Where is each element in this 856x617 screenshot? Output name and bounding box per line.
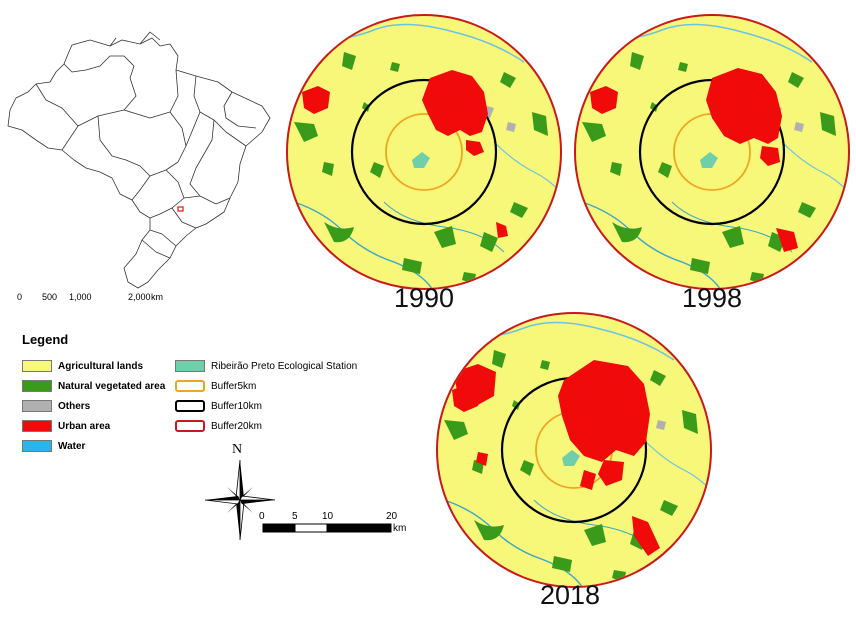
year-label-1998: 1998: [681, 283, 743, 313]
legend-label: Others: [58, 400, 91, 412]
buffer20-swatch: [175, 420, 205, 432]
map-scale-bar: [262, 523, 392, 533]
brazil-scale-tick-500: 500: [42, 292, 58, 302]
urban-area-1990: [422, 70, 508, 238]
legend-item-agricultural: Agricultural lands: [22, 360, 143, 372]
legend-item-buffer5: Buffer5km: [175, 380, 256, 392]
legend-label: Buffer5km: [211, 380, 257, 392]
water-swatch: [22, 440, 52, 452]
land-use-map-2018: [434, 310, 714, 590]
legend-item-natural: Natural vegetated area: [22, 380, 165, 392]
brazil-inset-map: [7, 31, 271, 289]
legend-label: Water: [58, 440, 86, 452]
urban-area-2018: [454, 360, 660, 556]
study-site-marker: [177, 206, 184, 212]
legend-item-water: Water: [22, 440, 85, 452]
legend-item-others: Others: [22, 400, 90, 412]
north-arrow-icon: [205, 460, 275, 540]
brazil-outline: [7, 37, 271, 289]
legend-item-buffer20: Buffer20km: [175, 420, 262, 432]
land-use-map-1990: [284, 12, 564, 292]
map-scale-tick-20: 20: [386, 511, 398, 522]
legend-item-urban: Urban area: [22, 420, 110, 432]
year-label-1990: 1990: [393, 283, 455, 313]
legend-item-station: Ribeirão Preto Ecological Station: [175, 360, 357, 372]
natural-swatch: [22, 380, 52, 392]
map-scale-tick-0: 0: [259, 511, 265, 522]
legend-label: Buffer20km: [211, 420, 262, 432]
agricultural-swatch: [22, 360, 52, 372]
map-scale-tick-5: 5: [292, 511, 298, 522]
legend-label: Ribeirão Preto Ecological Station: [211, 360, 358, 372]
urban-swatch: [22, 420, 52, 432]
legend-item-buffer10: Buffer10km: [175, 400, 262, 412]
north-label: N: [232, 442, 243, 457]
map-scale-tick-10: 10: [322, 511, 334, 522]
others-swatch: [22, 400, 52, 412]
legend-title: Legend: [22, 332, 69, 347]
legend-label: Natural vegetated area: [58, 380, 166, 392]
station-swatch: [175, 360, 205, 372]
legend-label: Buffer10km: [211, 400, 262, 412]
legend-label: Urban area: [58, 420, 111, 432]
brazil-scale-tick-2000: 2,000: [128, 292, 151, 302]
land-use-map-1998: [572, 12, 852, 292]
brazil-scale-unit: km: [151, 292, 163, 302]
urban-area-1998: [706, 68, 798, 252]
brazil-scale-tick-0: 0: [17, 292, 23, 302]
buffer5-swatch: [175, 380, 205, 392]
brazil-scale-tick-1000: 1,000: [69, 292, 92, 302]
legend-label: Agricultural lands: [58, 360, 144, 372]
buffer10-swatch: [175, 400, 205, 412]
year-label-2018: 2018: [539, 580, 601, 610]
map-scale-unit: km: [393, 523, 407, 534]
